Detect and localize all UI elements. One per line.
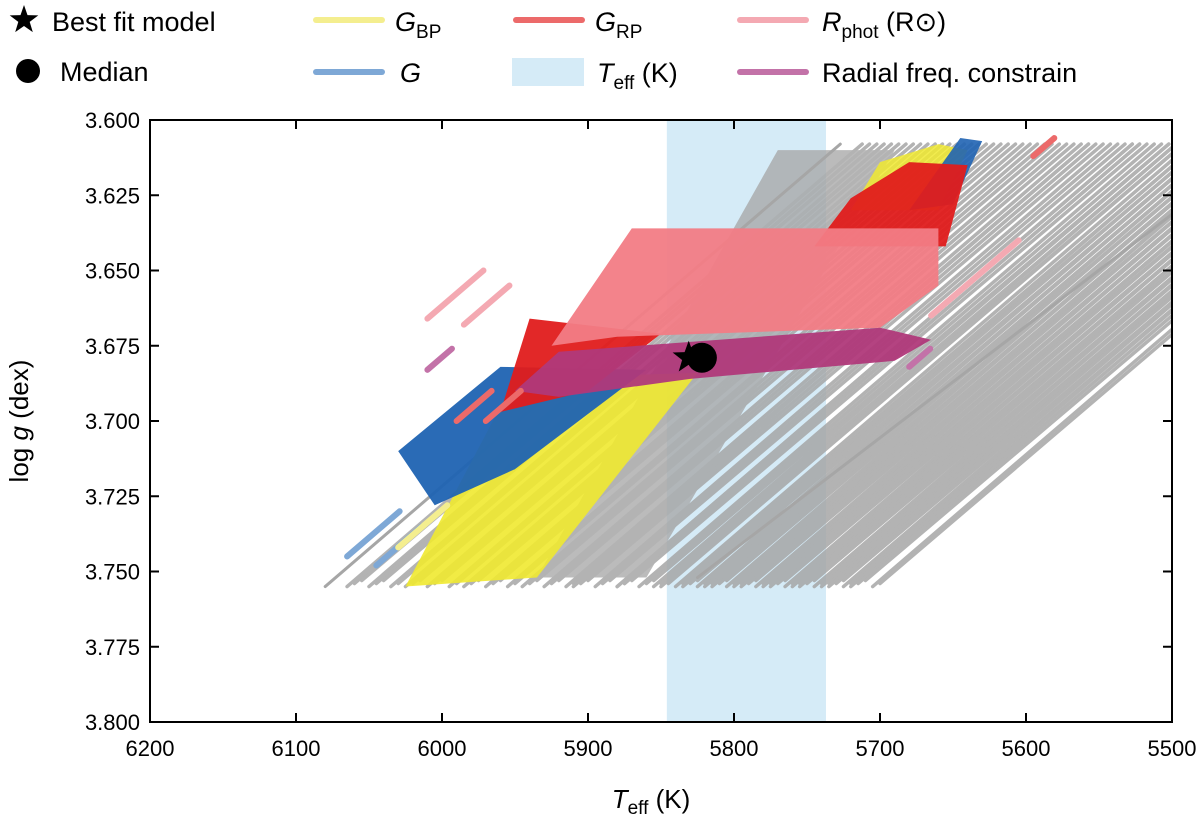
- track-line: [863, 318, 1172, 583]
- x-tick-label: 6200: [126, 736, 175, 761]
- y-tick-label: 3.600: [85, 108, 140, 133]
- best-fit-marker: [672, 340, 705, 372]
- track-line: [841, 302, 1172, 589]
- band-rphot: [551, 228, 939, 346]
- legend-label-best-fit: Best fit model: [52, 7, 216, 37]
- track-highlight: [928, 237, 1022, 319]
- x-tick-label: 5700: [856, 736, 905, 761]
- track-line: [776, 244, 1172, 586]
- track-line: [622, 142, 1142, 586]
- star-icon: [9, 5, 39, 33]
- track-line: [768, 239, 1172, 589]
- track-highlight: [460, 282, 513, 328]
- plot-area: [323, 120, 1172, 722]
- track-line: [783, 250, 1172, 583]
- track-line: [812, 275, 1172, 583]
- track-line: [688, 170, 1172, 586]
- track-line: [754, 226, 1172, 589]
- track-line: [849, 308, 1172, 589]
- track-line: [746, 220, 1172, 586]
- legend-entry-radial: Radial freq. constrain: [737, 58, 1077, 88]
- legend-entry-gbp: GBP: [313, 7, 441, 43]
- band-g: [398, 366, 647, 506]
- track-line: [732, 207, 1172, 589]
- y-axis-label: log g (dex): [4, 360, 34, 483]
- track-line: [630, 142, 1149, 583]
- track-line: [878, 332, 1172, 586]
- y-tick-label: 3.775: [85, 635, 140, 660]
- track-line: [703, 182, 1172, 589]
- y-tick-label: 3.650: [85, 259, 140, 284]
- track-line: [754, 225, 1172, 583]
- legend-label-rphot: Rphot (R⊙): [822, 7, 946, 43]
- track-line: [724, 200, 1172, 583]
- band-grp-upper: [814, 162, 968, 247]
- legend-entry-grp: GRP: [513, 7, 642, 43]
- legend-entry-best-fit: Best fit model: [9, 5, 216, 37]
- legend-label-median: Median: [60, 57, 149, 87]
- track-line: [695, 176, 1172, 583]
- track-line: [783, 251, 1172, 589]
- track-line: [812, 276, 1172, 589]
- track-line: [666, 151, 1172, 583]
- track-line: [819, 283, 1172, 589]
- track-line: [827, 289, 1172, 589]
- x-tick-label: 5800: [710, 736, 759, 761]
- axis-ticks: 6200 6100 6000 5900 5800 5700 5600 5500 3.600 3.6…: [85, 108, 1197, 761]
- legend-entry-g: G: [313, 58, 421, 88]
- legend-patch-teff: [512, 58, 584, 86]
- track-highlight: [906, 345, 934, 370]
- track-line: [637, 142, 1156, 589]
- y-tick-label: 3.750: [85, 560, 140, 585]
- track-line: [834, 294, 1172, 586]
- track-highlight: [482, 387, 524, 424]
- legend-entry-median: Median: [16, 57, 149, 87]
- track-line: [615, 142, 1135, 589]
- track-line: [710, 189, 1172, 589]
- legend-label-g: G: [400, 58, 421, 88]
- track-line: [856, 313, 1172, 586]
- x-tick-label: 5900: [564, 736, 613, 761]
- y-tick-label: 3.675: [85, 334, 140, 359]
- track-line: [790, 258, 1172, 589]
- track-line: [739, 214, 1172, 589]
- x-tick-label: 6100: [272, 736, 321, 761]
- track-highlight: [395, 502, 451, 551]
- track-line: [659, 145, 1172, 586]
- band-radial: [515, 327, 932, 397]
- track-line: [870, 327, 1172, 589]
- circle-icon: [16, 59, 40, 83]
- track-line: [841, 299, 1172, 583]
- y-tick-label: 3.800: [85, 710, 140, 735]
- track-line: [681, 164, 1172, 589]
- y-tick-label: 3.625: [85, 183, 140, 208]
- y-tick-label: 3.725: [85, 484, 140, 509]
- legend-label-grp: GRP: [595, 7, 642, 43]
- track-line: [644, 142, 1164, 586]
- legend-label-teff: Teff (K): [597, 58, 678, 94]
- outlier-track: [696, 212, 1172, 580]
- legend-entry-teff: Teff (K): [512, 58, 678, 94]
- y-tick-label: 3.700: [85, 409, 140, 434]
- track-line: [805, 269, 1172, 586]
- legend: Best fit model Median GBP G GRP Teff (K)…: [9, 5, 1077, 94]
- track-highlight: [453, 387, 495, 424]
- legend-label-radial: Radial freq. constrain: [822, 58, 1077, 88]
- track-line: [761, 233, 1172, 589]
- track-line: [797, 264, 1172, 589]
- track-highlight: [424, 267, 487, 322]
- track-highlight: [1030, 135, 1058, 160]
- x-tick-label: 5600: [1002, 736, 1051, 761]
- x-tick-label: 6000: [418, 736, 467, 761]
- track-highlight: [344, 508, 403, 560]
- x-axis-label: Teff (K): [612, 784, 691, 819]
- band-gbp: [405, 372, 698, 587]
- legend-label-gbp: GBP: [395, 7, 441, 43]
- x-tick-label: 5500: [1148, 736, 1197, 761]
- track-line: [673, 157, 1172, 589]
- legend-entry-rphot: Rphot (R⊙): [737, 7, 946, 43]
- track-highlight: [424, 345, 455, 373]
